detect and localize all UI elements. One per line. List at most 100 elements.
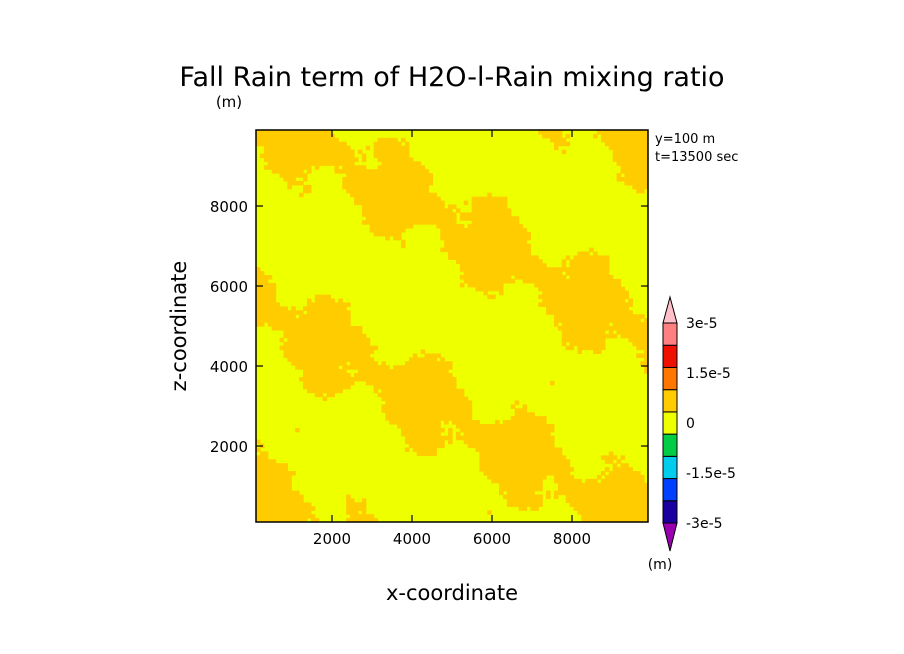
field-cell: [557, 278, 563, 284]
field-cell: [330, 137, 335, 143]
field-cell: [467, 267, 473, 272]
field-cell: [553, 294, 559, 300]
field-cell: [432, 196, 437, 202]
field-cell: [393, 404, 398, 409]
field-cell: [259, 482, 265, 488]
field-cell: [283, 141, 288, 147]
field-cell: [279, 314, 285, 319]
field-cell: [550, 471, 555, 476]
field-cell: [479, 196, 484, 202]
field-cell: [577, 322, 582, 327]
field-cell: [432, 392, 437, 398]
field-cell: [369, 173, 375, 178]
field-cell: [267, 471, 273, 476]
field-cell: [263, 286, 269, 292]
field-cell: [628, 310, 633, 315]
field-cell: [267, 518, 273, 522]
field-cell: [620, 333, 626, 339]
field-cell: [608, 510, 614, 515]
field-cell: [303, 380, 308, 386]
field-cell: [291, 345, 296, 351]
field-cell: [397, 373, 402, 378]
field-cell: [369, 220, 375, 225]
field-cell: [628, 326, 633, 331]
field-cell: [259, 467, 265, 472]
field-cell: [546, 275, 551, 280]
field-cell: [401, 180, 406, 186]
field-cell: [326, 333, 332, 339]
field-cell: [357, 373, 363, 378]
field-cell: [377, 384, 383, 390]
field-cell: [346, 329, 351, 335]
field-cell: [342, 380, 347, 386]
field-cell: [569, 494, 575, 500]
field-cell: [487, 192, 492, 198]
field-cell: [263, 149, 269, 155]
field-cell: [420, 420, 426, 425]
field-cell: [608, 329, 614, 335]
field-cell: [628, 153, 633, 159]
field-cell: [499, 435, 504, 441]
field-cell: [542, 263, 547, 268]
field-cell: [553, 322, 559, 327]
field-cell: [553, 267, 559, 272]
field-cell: [487, 424, 492, 429]
field-cell: [577, 326, 582, 331]
field-cell: [420, 392, 426, 398]
field-cell: [487, 228, 492, 233]
field-cell: [628, 482, 633, 488]
field-cell: [256, 463, 261, 468]
field-cell: [448, 408, 453, 413]
field-cell: [538, 294, 543, 300]
field-cell: [377, 373, 383, 378]
field-cell: [483, 231, 488, 237]
field-cell: [322, 157, 328, 162]
field-cell: [393, 392, 398, 398]
field-cell: [440, 200, 445, 206]
field-cell: [334, 322, 339, 327]
field-cell: [330, 141, 335, 147]
field-cell: [357, 169, 363, 174]
field-cell: [424, 447, 430, 453]
field-cell: [608, 482, 614, 488]
field-cell: [589, 275, 594, 280]
field-cell: [361, 196, 367, 202]
field-cell: [436, 404, 441, 409]
field-cell: [616, 510, 622, 515]
field-cell: [326, 388, 332, 394]
field-cell: [279, 173, 285, 178]
field-cell: [510, 251, 516, 257]
field-cell: [616, 482, 622, 488]
field-cell: [561, 333, 567, 339]
field-cell: [361, 169, 367, 174]
field-cell: [330, 133, 335, 139]
field-cell: [279, 133, 285, 139]
field-cell: [287, 333, 292, 339]
field-cell: [440, 404, 445, 409]
field-cell: [361, 376, 367, 382]
field-cell: [306, 169, 312, 174]
field-cell: [448, 204, 453, 209]
field-cell: [624, 471, 629, 476]
field-cell: [502, 478, 508, 484]
field-cell: [448, 361, 453, 366]
field-cell: [303, 357, 308, 362]
field-cell: [459, 247, 465, 253]
field-cell: [299, 322, 304, 327]
field-cell: [620, 130, 626, 135]
field-cell: [271, 326, 277, 331]
field-cell: [636, 329, 641, 335]
field-cell: [303, 341, 308, 347]
field-cell: [502, 459, 508, 464]
field-cell: [491, 455, 496, 460]
field-cell: [514, 463, 520, 468]
field-cell: [393, 416, 398, 421]
field-cell: [557, 302, 563, 307]
field-cell: [408, 220, 414, 225]
field-cell: [518, 408, 524, 413]
field-cell: [322, 333, 328, 339]
field-cell: [342, 153, 347, 159]
field-cell: [389, 228, 394, 233]
field-cell: [487, 463, 492, 468]
field-cell: [295, 322, 300, 327]
